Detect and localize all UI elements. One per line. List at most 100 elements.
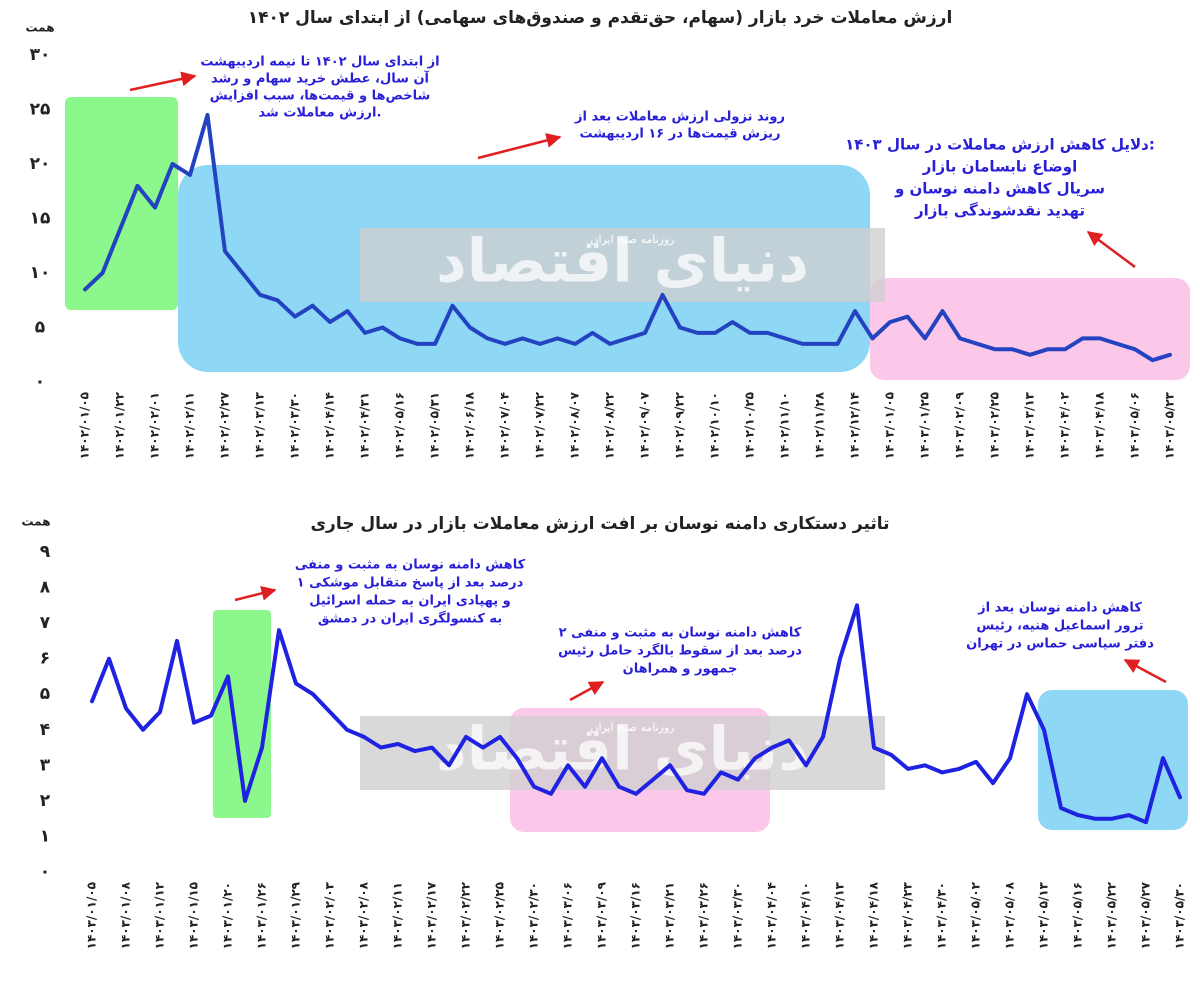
data-line [83,112,1172,363]
x-tick-label: ۱۴۰۲/۰۹/۰۷ [638,391,652,459]
x-tick-label: ۱۴۰۳/۰۳/۲۶ [697,882,711,949]
x-tick-label: ۱۴۰۳/۰۱/۲۵ [918,392,932,459]
annotation: ارزش معاملات شد. [259,106,382,121]
watermark-band [360,228,885,302]
annotation-arrow [1086,230,1136,269]
y-tick-label: ۳۰ [30,45,51,65]
watermark: دنیای اقتصاد [436,715,809,785]
x-tick-label: ۱۴۰۳/۰۲/۰۹ [953,391,967,459]
y-tick-label: ۰ [35,372,45,392]
y-tick-label: ۶ [40,649,50,669]
annotation: درصد بعد از سقوط بالگرد حامل رئیس [558,643,802,659]
annotation: کاهش دامنه نوسان به مثبت و منفی [295,558,526,573]
x-tick-label: ۱۴۰۳/۰۴/۲۳ [901,881,915,949]
x-tick-label: ۱۴۰۲/۰۵/۳۱ [428,392,442,459]
x-tick-label: ۱۴۰۳/۰۵/۳۰ [1173,882,1187,949]
x-tick-label: ۱۴۰۳/۰۲/۰۳ [323,881,337,949]
x-tick-label: ۱۴۰۳/۰۴/۳۰ [935,882,949,949]
y-tick-label: ۱۰ [30,263,51,283]
annotation: روند نزولی ارزش معاملات بعد از [574,110,785,125]
y-tick-label: ۰ [40,862,50,882]
x-tick-label: ۱۴۰۳/۰۵/۰۶ [1128,392,1142,459]
x-tick-label: ۱۴۰۲/۰۱/۰۵ [78,392,92,459]
x-tick-label: ۱۴۰۳/۰۴/۰۲ [1058,391,1072,459]
x-tick-label: ۱۴۰۲/۰۸/۲۲ [603,391,617,459]
annotation: آن سال، عطش خرید سهام و رشد [211,70,430,87]
x-tick-label: ۱۴۰۲/۰۸/۰۷ [568,391,582,459]
x-tick-label: ۱۴۰۳/۰۴/۱۸ [867,881,881,949]
x-tick-label: ۱۴۰۳/۰۳/۰۶ [561,882,575,949]
x-tick-label: ۱۴۰۳/۰۱/۱۲ [153,881,167,949]
highlight-box [870,278,1190,380]
x-tick-label: ۱۴۰۲/۰۱/۲۲ [113,391,127,459]
x-tick-label: ۱۴۰۲/۰۷/۰۴ [498,392,512,459]
x-tick-label: ۱۴۰۲/۰۴/۳۱ [358,392,372,459]
x-tick-label: ۱۴۰۳/۰۵/۲۲ [1105,881,1119,949]
annotation: از ابتدای سال ۱۴۰۲ تا نیمه اردیبهشت [200,55,439,70]
x-tick-label: ۱۴۰۲/۱۱/۲۸ [813,391,827,459]
y-tick-label: ۵ [40,684,50,704]
x-tick-label: ۱۴۰۲/۰۲/۰۱ [148,392,162,459]
x-tick-label: ۱۴۰۳/۰۱/۲۰ [221,882,235,949]
x-tick-label: ۱۴۰۳/۰۱/۰۵ [85,882,99,949]
x-tick-label: ۱۴۰۲/۱۱/۱۰ [778,392,792,459]
annotation-arrow [234,585,277,602]
annotation: اوضاع نابسامان بازار [922,158,1077,176]
x-tick-label: ۱۴۰۳/۰۳/۰۹ [595,881,609,949]
x-tick-label: ۱۴۰۳/۰۲/۲۵ [988,392,1002,459]
x-tick-label: ۱۴۰۳/۰۴/۱۰ [799,882,813,949]
annotation-arrow [1123,658,1167,684]
x-tick-label: ۱۴۰۳/۰۳/۱۳ [1023,391,1037,459]
y-tick-label: ۴ [40,720,50,740]
annotation-arrow [129,71,197,92]
y-tick-label: ۱ [40,826,50,846]
annotation-arrow [477,133,562,160]
x-tick-label: ۱۴۰۳/۰۵/۱۶ [1071,882,1085,949]
y-tick-label: ۲۵ [30,100,51,120]
annotation: سریال کاهش دامنه نوسان و [894,180,1105,198]
y-tick-label: ۲ [40,791,51,811]
y-tick-label: ۸ [40,578,51,598]
annotation: دفتر سیاسی حماس در تهران [966,637,1154,652]
x-tick-label: ۱۴۰۲/۰۷/۲۲ [533,391,547,459]
annotation: و پهپادی ایران به حمله اسرائیل [309,594,511,609]
x-tick-label: ۱۴۰۳/۰۵/۲۳ [1163,391,1177,459]
x-tick-label: ۱۴۰۳/۰۴/۰۴ [765,882,779,949]
x-tick-label: ۱۴۰۳/۰۵/۱۳ [1037,881,1051,949]
annotation: شاخص‌ها و قیمت‌ها، سبب افزایش [210,89,431,104]
y-tick-label: ۱۵ [30,209,51,229]
annotation: ترور اسماعیل هنیه، رئیس [976,619,1143,634]
x-tick-label: ۱۴۰۳/۰۴/۱۸ [1093,391,1107,459]
annotation: جمهور و همراهان [623,662,738,677]
x-tick-label: ۱۴۰۲/۰۳/۱۳ [253,391,267,459]
x-tick-label: ۱۴۰۳/۰۲/۰۸ [357,881,371,949]
y-axis-unit: همت [25,21,54,35]
x-tick-label: ۱۴۰۳/۰۱/۲۶ [255,882,269,949]
x-tick-label: ۱۴۰۲/۰۵/۱۶ [393,392,407,459]
x-tick-label: ۱۴۰۳/۰۱/۲۹ [289,881,303,949]
annotation: ریزش قیمت‌ها در ۱۶ اردیبهشت [579,127,780,142]
y-tick-label: ۵ [35,318,45,338]
data-line [90,603,1182,825]
highlight-box [1038,690,1188,830]
x-tick-label: ۱۴۰۳/۰۲/۳۰ [527,882,541,949]
y-tick-label: ۹ [40,542,51,562]
chart-title: ارزش معاملات خرد بازار (سهام، حق‌تقدم و … [248,8,953,28]
x-tick-label: ۱۴۰۲/۱۰/۲۵ [743,392,757,459]
x-tick-label: ۱۴۰۳/۰۲/۱۱ [391,882,405,949]
x-tick-label: ۱۴۰۳/۰۳/۳۰ [731,882,745,949]
x-tick-label: ۱۴۰۳/۰۲/۱۷ [425,881,439,949]
x-tick-label: ۱۴۰۲/۰۲/۲۷ [218,391,232,459]
x-tick-label: ۱۴۰۲/۰۲/۱۱ [183,392,197,459]
annotation: کاهش دامنه نوسان بعد از [977,601,1142,616]
x-tick-label: ۱۴۰۳/۰۱/۰۵ [883,392,897,459]
y-tick-label: ۲۰ [30,154,51,174]
annotation: به کنسولگری ایران در دمشق [318,611,502,627]
annotation-arrow [569,680,605,702]
x-tick-label: ۱۴۰۳/۰۵/۰۲ [969,881,983,949]
x-tick-label: ۱۴۰۳/۰۳/۱۶ [629,882,643,949]
chart-title: تاثیر دستکاری دامنه نوسان بر افت ارزش مع… [310,514,889,534]
annotation: دلایل کاهش ارزش معاملات در سال ۱۴۰۳: [845,136,1155,154]
x-tick-label: ۱۴۰۲/۰۴/۱۴ [323,392,337,459]
